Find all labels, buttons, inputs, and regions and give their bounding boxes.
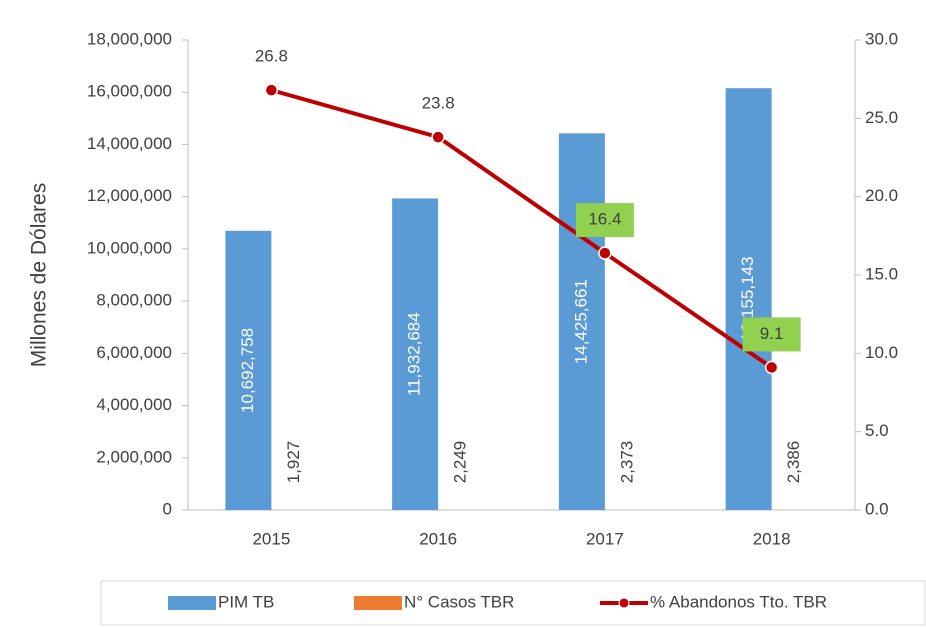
y-tick-label: 8,000,000 — [96, 291, 172, 310]
line-point — [264, 83, 279, 97]
y2-tick-label: 5.0 — [865, 421, 889, 440]
y-tick-label: 2,000,000 — [96, 447, 172, 466]
y-tick-label: 0 — [163, 499, 172, 518]
y-tick-label: 12,000,000 — [87, 186, 172, 205]
legend-swatch — [354, 596, 402, 610]
y-tick-label: 16,000,000 — [87, 82, 172, 101]
legend-label: % Abandonos Tto. TBR — [650, 592, 827, 611]
y-tick-label: 18,000,000 — [87, 29, 172, 48]
x-tick-label: 2017 — [586, 529, 624, 548]
bar-value-label: 11,932,684 — [405, 312, 424, 396]
line-value-label: 23.8 — [422, 94, 455, 113]
legend-swatch-point — [618, 597, 630, 609]
legend-swatch — [168, 596, 216, 610]
bar-value-label: 14,425,661 — [571, 279, 590, 364]
bar-value-label: 1,927 — [284, 441, 303, 484]
line-value-label: 9.1 — [760, 324, 784, 343]
bar — [392, 198, 439, 510]
label-background — [575, 203, 634, 238]
y-tick-label: 10,000,000 — [87, 238, 172, 257]
y2-tick-label: 30.0 — [865, 29, 898, 48]
bar-value-label: 2,373 — [617, 441, 636, 484]
y2-tick-label: 0.0 — [865, 499, 889, 518]
y-tick-label: 6,000,000 — [96, 343, 172, 362]
bar-value-label: 2,249 — [451, 441, 470, 484]
x-tick-label: 2018 — [753, 529, 791, 548]
y-tick-label: 4,000,000 — [96, 395, 172, 414]
y2-tick-label: 20.0 — [865, 186, 898, 205]
y2-tick-label: 15.0 — [865, 264, 898, 283]
y-axis-title: Millones de Dólares — [28, 183, 51, 367]
line-value-label: 26.8 — [255, 47, 288, 66]
x-tick-label: 2015 — [252, 529, 290, 548]
bar-value-label: 2,386 — [784, 441, 803, 484]
line-value-label: 16.4 — [588, 210, 621, 229]
line — [270, 88, 773, 370]
legend-box — [100, 580, 926, 626]
y2-tick-label: 25.0 — [865, 108, 898, 127]
line-point — [764, 360, 779, 375]
label-background — [742, 317, 801, 352]
line-point — [598, 246, 612, 260]
bar-value-label: 10,692,758 — [238, 328, 257, 413]
y-tick-label: 14,000,000 — [87, 134, 172, 153]
line-point — [431, 130, 445, 144]
x-tick-label: 2016 — [419, 529, 457, 548]
bar — [225, 230, 272, 510]
legend-label: N° Casos TBR — [404, 592, 514, 611]
legend-label: PIM TB — [218, 592, 274, 611]
y2-tick-label: 10.0 — [865, 343, 898, 362]
bar — [725, 88, 772, 510]
bar — [558, 133, 605, 510]
